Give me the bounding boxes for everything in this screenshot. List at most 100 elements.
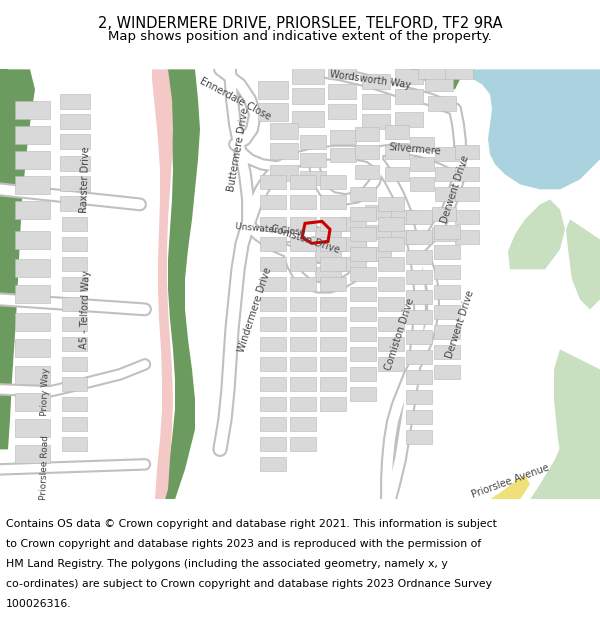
Bar bbox=[62, 418, 87, 431]
Bar bbox=[350, 388, 376, 401]
Bar bbox=[362, 74, 390, 89]
Bar bbox=[378, 198, 404, 211]
Bar bbox=[378, 278, 404, 291]
Bar bbox=[320, 357, 346, 371]
Bar bbox=[15, 446, 50, 463]
Bar bbox=[365, 248, 391, 261]
Bar bbox=[355, 146, 379, 159]
Bar bbox=[315, 268, 341, 281]
Bar bbox=[435, 168, 459, 181]
Bar bbox=[385, 168, 409, 181]
Bar bbox=[455, 231, 479, 244]
Polygon shape bbox=[410, 69, 460, 89]
Bar bbox=[350, 268, 376, 281]
Bar bbox=[434, 346, 460, 359]
Bar bbox=[15, 151, 50, 169]
Bar bbox=[62, 298, 87, 311]
Bar bbox=[406, 391, 432, 404]
Bar bbox=[290, 338, 316, 351]
Bar bbox=[260, 438, 286, 451]
Bar bbox=[15, 126, 50, 144]
Bar bbox=[406, 271, 432, 284]
Bar bbox=[320, 338, 346, 351]
Bar bbox=[378, 338, 404, 351]
Bar bbox=[320, 318, 346, 331]
Bar bbox=[320, 258, 346, 271]
Bar bbox=[410, 138, 434, 151]
Bar bbox=[350, 228, 376, 241]
Bar bbox=[62, 438, 87, 451]
Bar bbox=[385, 126, 409, 139]
Bar bbox=[320, 298, 346, 311]
Bar bbox=[330, 148, 356, 162]
Bar bbox=[434, 226, 460, 239]
Bar bbox=[406, 291, 432, 304]
Bar bbox=[340, 217, 366, 231]
Polygon shape bbox=[490, 474, 530, 499]
Polygon shape bbox=[508, 199, 565, 269]
Polygon shape bbox=[155, 69, 200, 499]
Bar bbox=[15, 286, 50, 303]
Bar bbox=[15, 176, 50, 194]
Bar bbox=[260, 217, 286, 231]
Bar bbox=[418, 64, 448, 79]
Bar bbox=[15, 313, 50, 331]
Bar bbox=[406, 351, 432, 364]
Bar bbox=[406, 331, 432, 344]
Bar bbox=[290, 278, 316, 291]
Bar bbox=[378, 357, 404, 371]
Bar bbox=[390, 211, 416, 224]
Bar bbox=[62, 338, 87, 351]
Bar bbox=[62, 398, 87, 411]
Text: Windermere Drive: Windermere Drive bbox=[236, 266, 274, 353]
Bar bbox=[425, 76, 453, 91]
Polygon shape bbox=[455, 69, 600, 189]
Bar bbox=[290, 196, 316, 209]
Bar bbox=[260, 196, 286, 209]
Bar bbox=[455, 188, 479, 201]
Polygon shape bbox=[152, 69, 173, 499]
Text: Buttermere Drive: Buttermere Drive bbox=[226, 107, 250, 192]
Bar bbox=[290, 418, 316, 431]
Bar bbox=[362, 94, 390, 109]
Bar bbox=[406, 231, 432, 244]
Bar bbox=[62, 238, 87, 251]
Text: Silvermere: Silvermere bbox=[388, 142, 442, 157]
Bar bbox=[350, 368, 376, 381]
Bar bbox=[434, 266, 460, 279]
Text: Unswater Close: Unswater Close bbox=[235, 222, 305, 237]
Bar bbox=[350, 248, 376, 261]
Bar bbox=[15, 201, 50, 219]
Text: A5 - Telford Way: A5 - Telford Way bbox=[79, 270, 91, 349]
Bar bbox=[406, 411, 432, 424]
Bar bbox=[270, 143, 298, 159]
Bar bbox=[60, 114, 90, 129]
Bar bbox=[395, 69, 423, 84]
Bar bbox=[455, 211, 479, 224]
Bar bbox=[290, 357, 316, 371]
Bar bbox=[260, 398, 286, 411]
Bar bbox=[410, 158, 434, 171]
Bar bbox=[258, 81, 288, 99]
Bar bbox=[292, 68, 324, 84]
Bar bbox=[378, 298, 404, 311]
Bar bbox=[320, 176, 346, 189]
Bar bbox=[445, 64, 473, 79]
Bar bbox=[320, 398, 346, 411]
Text: Derwent Drive: Derwent Drive bbox=[439, 154, 471, 224]
Bar bbox=[290, 378, 316, 391]
Bar bbox=[15, 231, 50, 249]
Bar bbox=[330, 131, 356, 144]
Bar bbox=[435, 188, 459, 201]
Bar bbox=[60, 196, 85, 211]
Bar bbox=[432, 228, 456, 241]
Bar bbox=[340, 238, 366, 251]
Text: Wordsworth Way: Wordsworth Way bbox=[329, 69, 411, 90]
Bar bbox=[365, 226, 391, 239]
Polygon shape bbox=[0, 69, 8, 149]
Bar bbox=[260, 258, 286, 271]
Bar bbox=[260, 418, 286, 431]
Text: Comiston Drive: Comiston Drive bbox=[383, 297, 416, 372]
Bar bbox=[355, 127, 379, 141]
Bar bbox=[406, 371, 432, 384]
